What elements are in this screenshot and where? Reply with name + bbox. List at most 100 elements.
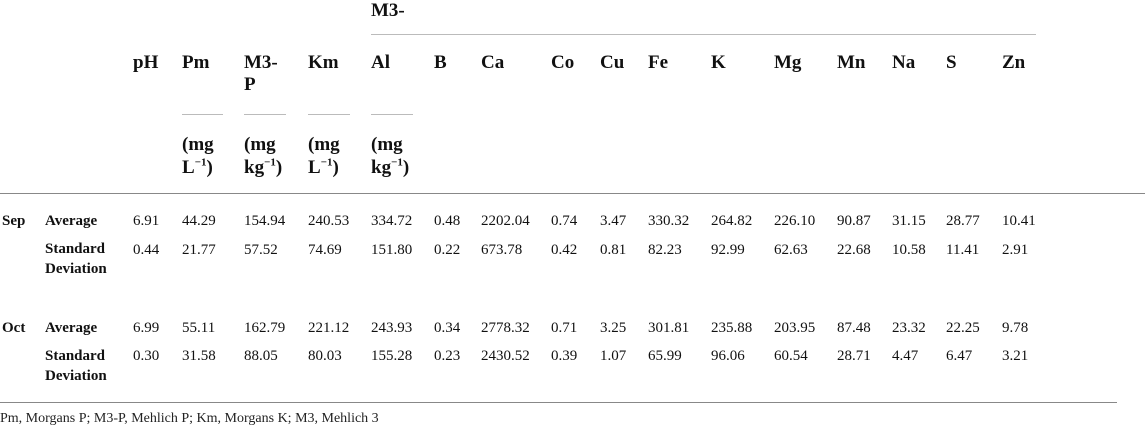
col-header-mg: Mg xyxy=(774,52,802,73)
cell: 57.52 xyxy=(244,242,278,258)
cell: 74.69 xyxy=(308,242,342,258)
cell: 60.54 xyxy=(774,348,808,364)
row-label-standard: Standard xyxy=(45,241,106,257)
cell: 301.81 xyxy=(648,320,690,336)
col-header-mn: Mn xyxy=(837,52,866,73)
cell: 92.99 xyxy=(711,242,745,258)
cell: 0.39 xyxy=(551,348,578,364)
cell: 11.41 xyxy=(946,242,980,258)
row-label-deviation: Deviation xyxy=(45,261,107,277)
col-header-co: Co xyxy=(551,52,575,73)
cell: 28.77 xyxy=(946,213,980,229)
col-header-b: B xyxy=(434,52,447,73)
month-label: Oct xyxy=(2,320,26,336)
cell: 243.93 xyxy=(371,320,413,336)
cell: 240.53 xyxy=(308,213,350,229)
cell: 330.32 xyxy=(648,213,690,229)
cell: 22.68 xyxy=(837,242,871,258)
header-rule xyxy=(0,193,1145,194)
unit-rule-km xyxy=(308,114,350,115)
col-header-ca: Ca xyxy=(481,52,505,73)
cell: 0.23 xyxy=(434,348,461,364)
col-header-m3p: M3- xyxy=(244,52,278,73)
col-header-s: S xyxy=(946,52,957,73)
cell: 88.05 xyxy=(244,348,278,364)
row-label-deviation: Deviation xyxy=(45,368,107,384)
cell: 0.48 xyxy=(434,213,461,229)
cell: 2.91 xyxy=(1002,242,1029,258)
cell: 22.25 xyxy=(946,320,980,336)
cell: 31.15 xyxy=(892,213,926,229)
cell: 0.71 xyxy=(551,320,578,336)
cell: 6.99 xyxy=(133,320,160,336)
month-label: Sep xyxy=(2,213,26,229)
cell: 31.58 xyxy=(182,348,216,364)
cell: 2202.04 xyxy=(481,213,530,229)
cell: 0.30 xyxy=(133,348,160,364)
cell: 4.47 xyxy=(892,348,919,364)
cell: 0.81 xyxy=(600,242,627,258)
unit-rule-m3p xyxy=(244,114,286,115)
cell: 96.06 xyxy=(711,348,745,364)
cell: 673.78 xyxy=(481,242,523,258)
row-label-average: Average xyxy=(45,213,98,229)
cell: 264.82 xyxy=(711,213,753,229)
cell: 2430.52 xyxy=(481,348,530,364)
table-footnote: Pm, Morgans P; M3-P, Mehlich P; Km, Morg… xyxy=(0,411,379,426)
cell: 28.71 xyxy=(837,348,871,364)
cell: 21.77 xyxy=(182,242,216,258)
cell: 1.07 xyxy=(600,348,627,364)
cell: 10.58 xyxy=(892,242,926,258)
unit-km-line2: L−1) xyxy=(308,156,339,178)
cell: 0.44 xyxy=(133,242,160,258)
unit-m3p-line1: (mg xyxy=(244,134,276,155)
unit-rule-pm xyxy=(182,114,223,115)
cell: 3.47 xyxy=(600,213,627,229)
unit-al-line2: kg−1) xyxy=(371,156,410,178)
row-label-standard: Standard xyxy=(45,348,106,364)
cell: 82.23 xyxy=(648,242,682,258)
unit-al-line1: (mg xyxy=(371,134,403,155)
cell: 334.72 xyxy=(371,213,413,229)
cell: 55.11 xyxy=(182,320,216,336)
col-header-zn: Zn xyxy=(1002,52,1026,73)
col-header-pm: Pm xyxy=(182,52,210,73)
col-header-m3p-line2: P xyxy=(244,74,256,95)
unit-km-line1: (mg xyxy=(308,134,340,155)
cell: 0.22 xyxy=(434,242,461,258)
col-header-al: Al xyxy=(371,52,390,73)
cell: 151.80 xyxy=(371,242,413,258)
col-header-k: K xyxy=(711,52,726,73)
cell: 6.91 xyxy=(133,213,160,229)
cell: 62.63 xyxy=(774,242,808,258)
cell: 3.25 xyxy=(600,320,627,336)
bottom-rule xyxy=(0,402,1117,403)
cell: 65.99 xyxy=(648,348,682,364)
cell: 226.10 xyxy=(774,213,816,229)
unit-m3p-line2: kg−1) xyxy=(244,156,283,178)
cell: 80.03 xyxy=(308,348,342,364)
cell: 221.12 xyxy=(308,320,350,336)
unit-pm-line2: L−1) xyxy=(182,156,213,178)
cell: 155.28 xyxy=(371,348,413,364)
unit-pm-line1: (mg xyxy=(182,134,214,155)
m3-group-rule xyxy=(371,34,1036,35)
col-header-cu: Cu xyxy=(600,52,625,73)
cell: 0.42 xyxy=(551,242,578,258)
col-header-km: Km xyxy=(308,52,339,73)
cell: 0.74 xyxy=(551,213,578,229)
unit-rule-al xyxy=(371,114,413,115)
cell: 6.47 xyxy=(946,348,973,364)
cell: 154.94 xyxy=(244,213,286,229)
cell: 9.78 xyxy=(1002,320,1029,336)
cell: 10.41 xyxy=(1002,213,1036,229)
col-header-fe: Fe xyxy=(648,52,669,73)
cell: 203.95 xyxy=(774,320,816,336)
cell: 0.34 xyxy=(434,320,461,336)
cell: 90.87 xyxy=(837,213,871,229)
col-header-na: Na xyxy=(892,52,916,73)
col-header-ph: pH xyxy=(133,52,159,73)
cell: 44.29 xyxy=(182,213,216,229)
m3-group-header: M3- xyxy=(371,0,405,21)
cell: 2778.32 xyxy=(481,320,530,336)
